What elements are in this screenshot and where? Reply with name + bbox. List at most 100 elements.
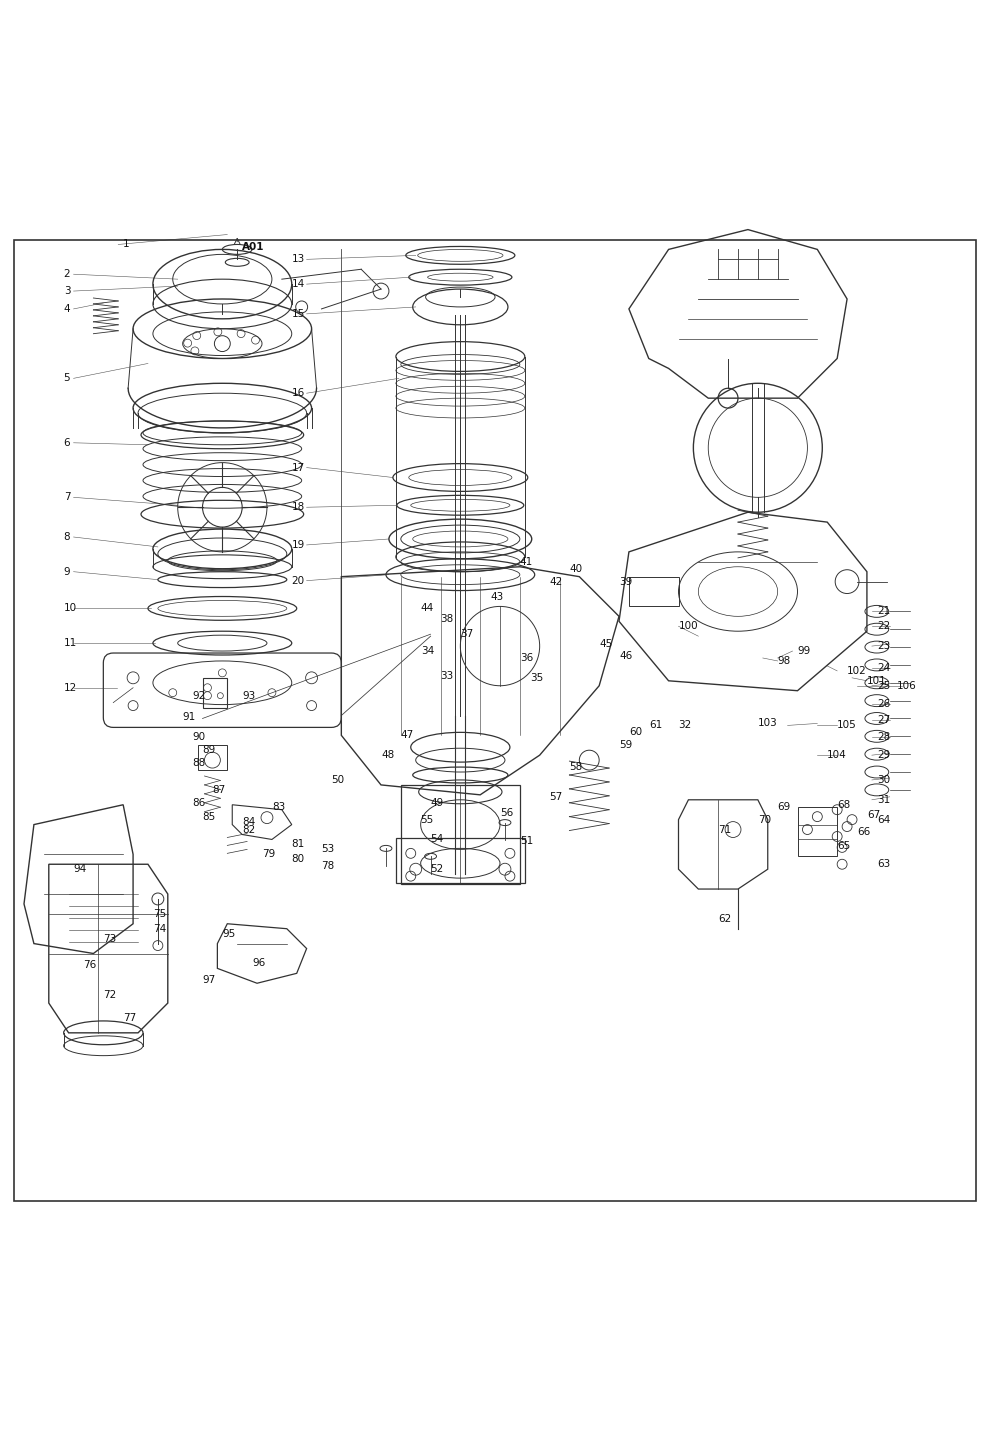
Text: 7: 7 — [64, 492, 70, 502]
Text: 43: 43 — [490, 591, 503, 601]
Text: 64: 64 — [877, 814, 890, 824]
Text: 20: 20 — [292, 575, 305, 585]
Text: 41: 41 — [520, 557, 533, 567]
Text: 82: 82 — [242, 824, 255, 834]
Text: 75: 75 — [153, 909, 166, 919]
Text: 5: 5 — [64, 373, 70, 384]
Text: 67: 67 — [867, 810, 880, 820]
Text: 104: 104 — [827, 750, 847, 760]
Text: 95: 95 — [222, 929, 236, 939]
Text: 48: 48 — [381, 750, 394, 760]
Text: 93: 93 — [242, 691, 255, 701]
Text: 38: 38 — [441, 614, 454, 624]
Text: 30: 30 — [877, 776, 890, 786]
Text: 53: 53 — [322, 844, 335, 854]
Text: 88: 88 — [193, 758, 206, 768]
Bar — [198, 746, 227, 770]
Text: 81: 81 — [292, 840, 305, 850]
Text: 94: 94 — [74, 864, 87, 874]
Text: 32: 32 — [679, 720, 692, 730]
Text: 3: 3 — [64, 286, 70, 296]
Text: 84: 84 — [242, 817, 255, 827]
Text: 33: 33 — [441, 671, 454, 681]
Text: 4: 4 — [64, 303, 70, 313]
Text: 14: 14 — [292, 279, 305, 289]
Text: 26: 26 — [877, 698, 890, 708]
Text: 79: 79 — [262, 850, 275, 860]
Text: 96: 96 — [252, 959, 265, 969]
Text: 97: 97 — [203, 976, 216, 986]
Text: 54: 54 — [431, 834, 444, 844]
Text: 106: 106 — [897, 681, 916, 691]
Bar — [798, 807, 837, 856]
Text: 69: 69 — [778, 801, 791, 811]
Text: 99: 99 — [798, 645, 811, 655]
Bar — [396, 839, 525, 883]
Text: 35: 35 — [530, 673, 543, 683]
Text: 101: 101 — [867, 675, 887, 685]
Bar — [401, 786, 520, 884]
Text: 73: 73 — [103, 933, 117, 943]
Text: 52: 52 — [431, 864, 444, 874]
Text: 6: 6 — [64, 438, 70, 448]
Text: 71: 71 — [718, 824, 731, 834]
Text: 46: 46 — [619, 651, 632, 661]
Text: 21: 21 — [877, 607, 890, 617]
Text: 65: 65 — [837, 841, 850, 851]
Text: 42: 42 — [550, 577, 563, 587]
Text: 10: 10 — [64, 604, 77, 614]
Text: 9: 9 — [64, 567, 70, 577]
Text: 86: 86 — [193, 797, 206, 807]
Text: 31: 31 — [877, 794, 890, 804]
Text: 63: 63 — [877, 859, 890, 869]
Text: 98: 98 — [778, 655, 791, 665]
Text: 77: 77 — [123, 1013, 136, 1023]
Text: 23: 23 — [877, 641, 890, 651]
Text: 72: 72 — [103, 990, 117, 1000]
Text: 102: 102 — [847, 665, 867, 675]
Text: 15: 15 — [292, 309, 305, 319]
Text: 45: 45 — [599, 640, 612, 650]
Text: 60: 60 — [629, 727, 642, 737]
Text: 51: 51 — [520, 837, 533, 847]
Text: 36: 36 — [520, 653, 533, 663]
Text: 55: 55 — [421, 814, 434, 824]
Text: 90: 90 — [193, 733, 206, 743]
Text: 80: 80 — [292, 854, 305, 864]
Text: 19: 19 — [292, 539, 305, 550]
Text: 83: 83 — [272, 801, 285, 811]
Text: 39: 39 — [619, 577, 632, 587]
Bar — [203, 678, 227, 707]
Text: 24: 24 — [877, 663, 890, 673]
Text: 74: 74 — [153, 923, 166, 933]
Text: 61: 61 — [649, 720, 662, 730]
Text: 76: 76 — [84, 960, 97, 970]
Text: 56: 56 — [500, 807, 513, 817]
Text: 70: 70 — [758, 814, 771, 824]
Text: 27: 27 — [877, 716, 890, 726]
Text: 44: 44 — [421, 604, 434, 614]
Text: 85: 85 — [203, 811, 216, 821]
Text: 92: 92 — [193, 691, 206, 701]
Text: 40: 40 — [569, 564, 583, 574]
Text: 12: 12 — [64, 683, 77, 693]
Text: 2: 2 — [64, 269, 70, 279]
Text: 78: 78 — [322, 861, 335, 871]
Text: 59: 59 — [619, 740, 632, 750]
Text: 91: 91 — [183, 713, 196, 723]
Text: 100: 100 — [679, 621, 698, 631]
Text: 37: 37 — [460, 630, 474, 640]
Text: 16: 16 — [292, 388, 305, 398]
Text: 29: 29 — [877, 750, 890, 760]
Text: A01: A01 — [242, 242, 265, 252]
Text: 17: 17 — [292, 462, 305, 472]
Text: 47: 47 — [401, 730, 414, 740]
Text: 57: 57 — [550, 791, 563, 801]
Text: 87: 87 — [212, 784, 226, 794]
Bar — [629, 577, 678, 607]
Text: 8: 8 — [64, 532, 70, 542]
Text: 66: 66 — [857, 827, 870, 837]
Text: 89: 89 — [203, 746, 216, 756]
Text: 103: 103 — [758, 718, 778, 728]
Text: 58: 58 — [569, 763, 583, 773]
